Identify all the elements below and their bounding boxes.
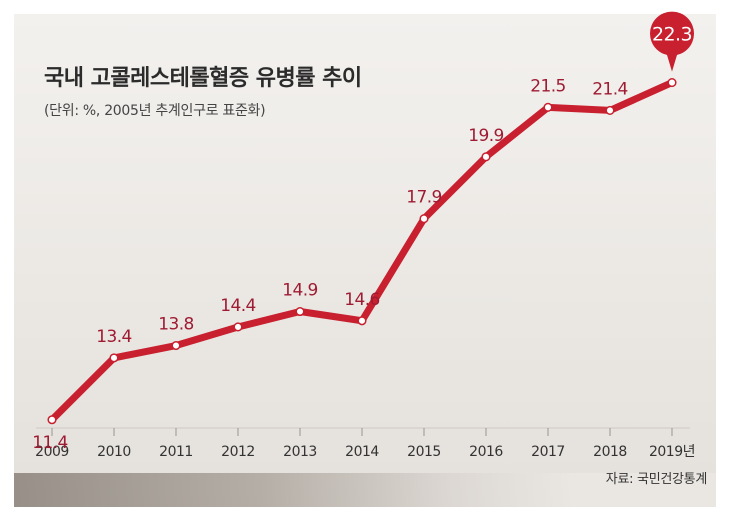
data-label: 14.6 xyxy=(344,290,379,310)
x-tick-label: 2019년 xyxy=(649,444,695,460)
x-tick-label: 2016 xyxy=(469,444,503,460)
data-point xyxy=(481,152,491,162)
x-tick-label: 2013 xyxy=(283,444,317,460)
x-tick-label: 2011 xyxy=(159,444,193,460)
data-label: 11.4 xyxy=(32,433,67,453)
data-label: 13.4 xyxy=(96,327,131,347)
data-point xyxy=(171,340,181,351)
x-tick-label: 2012 xyxy=(221,444,255,460)
chart-source: 자료: 국민건강통계 xyxy=(605,472,708,487)
x-tick-label: 2017 xyxy=(531,444,565,460)
data-point xyxy=(357,316,367,326)
data-label: 19.9 xyxy=(468,126,503,146)
data-point xyxy=(419,214,429,224)
callout-pointer xyxy=(666,51,678,72)
data-label: 21.4 xyxy=(592,79,627,99)
data-point xyxy=(543,102,553,112)
data-label: 14.9 xyxy=(282,280,317,300)
chart-title: 국내 고콜레스테롤혈증 유병률 추이 xyxy=(44,66,362,91)
data-point xyxy=(109,353,119,363)
data-point xyxy=(295,306,305,317)
data-label: 22.3 xyxy=(652,24,692,46)
data-point xyxy=(605,105,615,115)
data-point xyxy=(233,322,243,332)
x-tick-label: 2018 xyxy=(593,444,627,460)
data-point xyxy=(667,78,677,88)
x-tick-label: 2014 xyxy=(345,444,379,460)
data-point xyxy=(47,415,57,425)
background-shade xyxy=(14,473,716,507)
chart-subtitle: (단위: %, 2005년 추계인구로 표준화) xyxy=(44,103,266,119)
series-line xyxy=(48,79,676,424)
data-label: 21.5 xyxy=(530,76,565,96)
x-tick-label: 2015 xyxy=(407,444,441,460)
callout-badge xyxy=(650,11,694,56)
chart-panel xyxy=(14,14,716,507)
x-tick-label: 2010 xyxy=(97,444,131,460)
data-label: 13.8 xyxy=(158,315,193,335)
data-label: 17.9 xyxy=(406,188,441,208)
data-label: 14.4 xyxy=(220,296,255,316)
x-tick-label: 2009 xyxy=(35,444,69,460)
